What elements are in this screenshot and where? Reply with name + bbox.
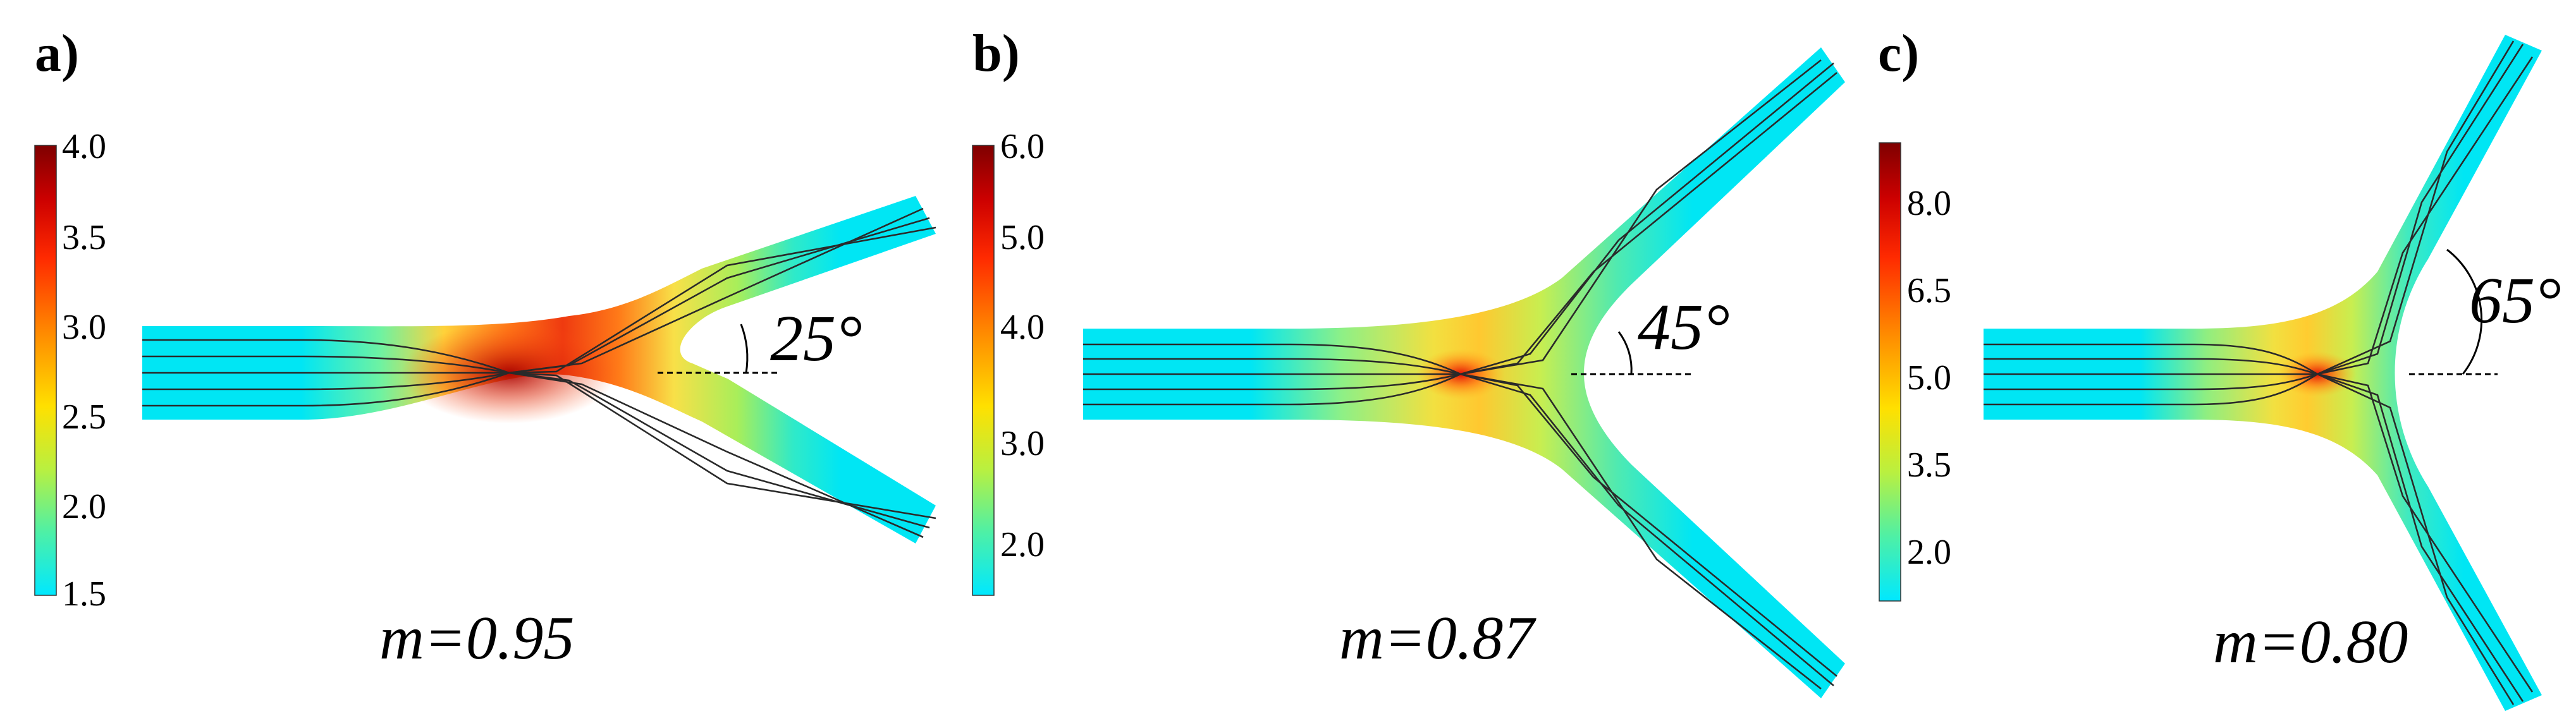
colorbar-tick: 3.0 <box>62 308 106 347</box>
colorbar-gradient <box>972 145 994 595</box>
colorbar-tick: 2.0 <box>1000 525 1045 564</box>
panel-label-b: b) <box>972 24 1020 83</box>
colorbar-c: 8.0 6.5 5.0 3.5 2.0 <box>1879 142 1951 602</box>
colorbar-a: 4.0 3.5 3.0 2.5 2.0 1.5 <box>34 127 106 614</box>
y-channel-b <box>1083 47 1845 698</box>
streamlines-b <box>1083 59 1837 690</box>
y-channel-a <box>142 196 936 543</box>
m-value-label: m=0.80 <box>2213 608 2408 676</box>
colorbar-tick: 3.5 <box>62 218 106 257</box>
colorbar-tick: 2.0 <box>1907 533 1951 572</box>
panel-c: c) 8.0 6.5 5.0 3.5 2.0 <box>1878 24 2561 711</box>
branch-angle-label: 45° <box>1638 291 1730 363</box>
colorbar-gradient <box>35 145 56 595</box>
channel-body <box>1984 35 2542 711</box>
colorbar-frame <box>1879 142 1901 602</box>
colorbar-tick: 1.5 <box>62 574 106 614</box>
panel-b: b) 6.0 5.0 4.0 3.0 2.0 <box>972 24 1845 698</box>
m-value-label: m=0.87 <box>1339 604 1536 672</box>
colorbar-tick: 5.0 <box>1907 358 1951 397</box>
branch-angle-label: 25° <box>770 302 862 375</box>
angle-arc <box>740 324 749 373</box>
angle-arc <box>2446 248 2483 375</box>
colorbar-tick: 2.0 <box>62 487 106 526</box>
angle-arc <box>1617 331 1633 375</box>
colorbar-gradient <box>1879 143 1901 601</box>
colorbar-tick: 6.0 <box>1000 127 1045 166</box>
panel-label-a: a) <box>35 24 79 83</box>
colorbar-tick: 3.0 <box>1000 424 1045 463</box>
colorbar-tick: 4.0 <box>62 127 106 166</box>
colorbar-b: 6.0 5.0 4.0 3.0 2.0 <box>972 127 1045 596</box>
colorbar-tick: 2.5 <box>62 397 106 437</box>
panel-label-c: c) <box>1878 24 1919 83</box>
colorbar-frame <box>972 145 995 596</box>
colorbar-tick: 4.0 <box>1000 308 1045 347</box>
streamlines-a <box>142 207 936 538</box>
colorbar-tick: 6.5 <box>1907 271 1951 310</box>
colorbar-tick: 8.0 <box>1907 184 1951 223</box>
y-channel-c <box>1984 35 2542 711</box>
streamlines-c <box>1984 40 2534 705</box>
branch-angle-label: 65° <box>2469 264 2561 337</box>
colorbar-tick: 3.5 <box>1907 446 1951 485</box>
colorbar-frame <box>34 145 57 596</box>
colorbar-tick: 5.0 <box>1000 218 1045 257</box>
panel-a: a) 4.0 3.5 3.0 2.5 2.0 1.5 <box>34 24 936 672</box>
m-value-label: m=0.95 <box>379 604 574 672</box>
